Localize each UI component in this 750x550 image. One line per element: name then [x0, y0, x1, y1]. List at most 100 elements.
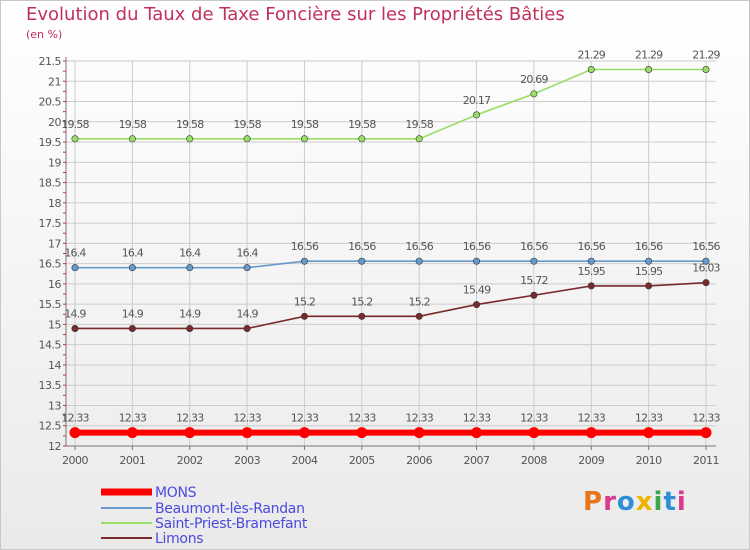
series-line-1 — [75, 260, 706, 269]
y-axis-ticks: 12 12.5 13 13.5 14 14.5 15 15.5 16 16.5 17 17.5 18 18… — [39, 55, 62, 453]
data-label: 16.56 — [291, 240, 319, 253]
gridlines — [66, 60, 716, 447]
data-point — [645, 66, 653, 74]
data-label: 12.33 — [119, 412, 147, 425]
data-label: 12.33 — [692, 412, 720, 425]
data-label: 21.29 — [692, 49, 720, 62]
y-tick-label: 17 — [48, 237, 61, 250]
data-label: 19.58 — [176, 118, 204, 131]
data-point — [71, 264, 79, 272]
y-tick-label: 13 — [48, 399, 61, 412]
data-label: 12.33 — [405, 412, 433, 425]
data-label: 16.56 — [520, 240, 548, 253]
data-point — [186, 264, 194, 272]
data-point — [530, 90, 538, 98]
data-label: 16.4 — [236, 247, 258, 260]
logo-letter: i — [676, 487, 687, 517]
x-tick-label: 2007 — [464, 454, 490, 467]
data-point — [71, 135, 79, 143]
y-tick-label: 15 — [48, 318, 61, 331]
data-point — [587, 257, 595, 265]
x-tick-label: 2002 — [177, 454, 203, 467]
data-label: 20.69 — [520, 73, 548, 86]
data-point — [71, 324, 79, 332]
chart-title: Evolution du Taux de Taxe Foncière sur l… — [26, 4, 565, 25]
data-point — [128, 324, 136, 332]
y-tick-label: 15.5 — [39, 298, 62, 311]
data-point — [243, 264, 251, 272]
data-label: 19.58 — [405, 118, 433, 131]
data-point — [186, 135, 194, 143]
data-point — [587, 282, 595, 290]
data-point — [702, 66, 710, 74]
data-label: 16.56 — [405, 240, 433, 253]
data-point — [473, 301, 481, 309]
data-label: 16.56 — [578, 240, 606, 253]
data-point — [473, 111, 481, 119]
logo-letter: o — [616, 487, 636, 517]
series-layer — [69, 66, 712, 439]
y-tick-label: 18 — [48, 197, 61, 210]
y-tick-label: 16 — [48, 278, 61, 291]
data-label: 15.2 — [294, 295, 315, 308]
axes — [63, 57, 716, 450]
data-label: 16.56 — [348, 240, 376, 253]
data-label: 14.9 — [64, 307, 86, 320]
data-label: 19.58 — [348, 118, 376, 131]
logo-letter: P — [583, 487, 604, 517]
data-point — [473, 257, 481, 265]
x-tick-label: 2003 — [234, 454, 260, 467]
x-axis-ticks: 2000 2001 2002 2003 2004 2005 2006 2007 2008 2009… — [62, 454, 720, 467]
data-point — [645, 257, 653, 265]
data-point — [300, 312, 308, 320]
data-point — [700, 427, 712, 439]
proxiti-logo: Proxiti — [583, 487, 687, 517]
data-point — [358, 135, 366, 143]
data-label: 12.33 — [463, 412, 491, 425]
data-point — [415, 257, 423, 265]
data-point — [702, 257, 710, 265]
data-point — [530, 291, 538, 299]
data-label: 16.4 — [64, 247, 86, 260]
logo-letter: t — [663, 487, 677, 517]
data-label: 12.33 — [233, 412, 261, 425]
logo-letter: i — [653, 487, 664, 517]
data-point — [69, 427, 81, 439]
legend: MONSBeaumont-lès-RandanSaint-Priest-Bram… — [101, 485, 308, 547]
data-point — [184, 427, 196, 439]
x-tick-label: 2005 — [349, 454, 375, 467]
data-label: 12.33 — [520, 412, 548, 425]
data-label: 12.33 — [291, 412, 319, 425]
data-label: 14.9 — [122, 307, 144, 320]
y-tick-label: 20.5 — [39, 96, 62, 109]
data-point — [530, 257, 538, 265]
data-point — [587, 66, 595, 74]
data-point — [298, 427, 310, 439]
data-label: 12.33 — [176, 412, 204, 425]
data-point — [702, 279, 710, 287]
data-label: 12.33 — [635, 412, 663, 425]
y-tick-label: 19.5 — [39, 136, 62, 149]
x-tick-label: 2011 — [693, 454, 719, 467]
data-point — [585, 427, 597, 439]
x-tick-label: 2009 — [578, 454, 604, 467]
logo-letter: x — [635, 487, 654, 517]
data-label: 19.58 — [233, 118, 261, 131]
data-point — [241, 427, 253, 439]
data-point — [413, 427, 425, 439]
data-label: 14.9 — [236, 307, 258, 320]
y-tick-label: 18.5 — [39, 177, 62, 190]
y-tick-label: 16.5 — [39, 258, 62, 271]
data-point — [471, 427, 483, 439]
data-point — [186, 324, 194, 332]
legend-label: Saint-Priest-Bramefant — [155, 516, 308, 532]
y-tick-label: 20 — [48, 116, 61, 129]
x-tick-label: 2008 — [521, 454, 547, 467]
data-label: 16.56 — [692, 240, 720, 253]
x-tick-label: 2004 — [291, 454, 317, 467]
data-label: 16.56 — [635, 240, 663, 253]
data-label: 21.29 — [578, 49, 606, 62]
data-point — [126, 427, 138, 439]
